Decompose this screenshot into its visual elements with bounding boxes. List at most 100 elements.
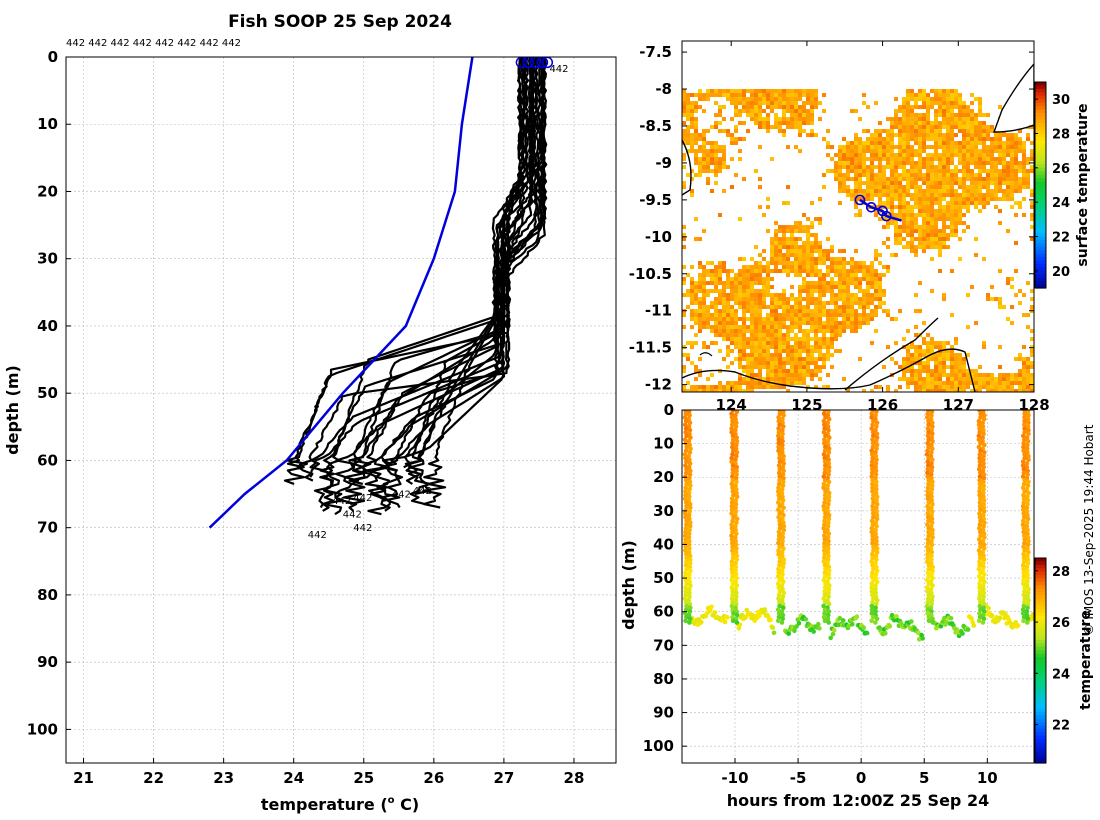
sst-pixel — [826, 237, 830, 242]
sst-pixel — [906, 109, 910, 114]
sst-pixel — [786, 249, 790, 254]
sst-pixel — [754, 273, 758, 278]
sst-pixel — [894, 189, 898, 194]
sst-pixel — [790, 101, 794, 106]
sst-pixel — [690, 137, 694, 142]
section-point — [684, 551, 689, 557]
sst-pixel — [758, 117, 762, 122]
sst-pixel — [918, 225, 922, 230]
sst-pixel — [910, 173, 914, 178]
sst-pixel — [998, 177, 1002, 182]
sst-pixel — [1014, 269, 1018, 274]
sst-pixel — [990, 381, 994, 386]
sst-pixel — [746, 293, 750, 298]
sst-pixel — [770, 345, 774, 350]
sst-pixel — [730, 385, 734, 390]
sst-pixel — [946, 105, 950, 110]
sst-pixel — [778, 321, 782, 326]
sst-pixel — [970, 173, 974, 178]
sst-pixel — [846, 273, 850, 278]
sst-pixel — [998, 169, 1002, 174]
sst-pixel — [834, 329, 838, 334]
sst-pixel — [726, 321, 730, 326]
section-point — [781, 413, 786, 418]
sst-pixel — [966, 185, 970, 190]
section-colorbar-segment — [1035, 711, 1046, 716]
sst-pixel — [1018, 189, 1022, 194]
sst-pixel — [766, 333, 770, 338]
sst-pixel — [1026, 173, 1030, 178]
sst-pixel — [906, 361, 910, 366]
sst-pixel — [930, 181, 934, 186]
sst-pixel — [942, 93, 946, 98]
sst-pixel — [934, 361, 938, 366]
sst-pixel — [798, 109, 802, 114]
sst-pixel — [710, 157, 714, 162]
sst-pixel — [702, 169, 706, 174]
section-x-tick-label: -10 — [721, 769, 748, 787]
sst-pixel — [962, 377, 966, 382]
sst-pixel — [722, 293, 726, 298]
sst-pixel — [846, 309, 850, 314]
sst-pixel — [858, 261, 862, 266]
sst-pixel — [874, 289, 878, 294]
sst-pixel — [850, 109, 854, 114]
section-point — [776, 514, 781, 520]
sst-pixel — [754, 93, 758, 98]
sst-pixel — [782, 253, 786, 258]
sst-pixel — [866, 141, 870, 146]
section-point — [981, 590, 987, 596]
sst-pixel — [846, 149, 850, 154]
sst-pixel — [726, 281, 730, 286]
sst-pixel — [710, 341, 714, 346]
section-point — [823, 415, 828, 420]
sst-pixel — [922, 377, 926, 382]
sst-pixel — [754, 281, 758, 286]
sst-pixel — [854, 145, 858, 150]
sst-pixel — [926, 157, 930, 162]
sst-pixel — [950, 233, 954, 238]
sst-pixel — [970, 157, 974, 162]
coastline — [699, 352, 713, 357]
sst-pixel — [822, 137, 826, 142]
sst-pixel — [974, 153, 978, 158]
map-colorbar-segment — [1035, 178, 1046, 183]
sst-pixel — [694, 121, 698, 126]
sst-pixel — [934, 177, 938, 182]
sst-pixel — [754, 105, 758, 110]
sst-pixel — [758, 273, 762, 278]
section-point — [977, 614, 983, 620]
sst-pixel — [882, 301, 886, 306]
sst-pixel — [958, 181, 962, 186]
sst-pixel — [1018, 169, 1022, 174]
sst-pixel — [694, 313, 698, 318]
section-point — [1022, 411, 1027, 417]
sst-pixel — [918, 145, 922, 150]
sst-pixel — [682, 133, 686, 138]
sst-pixel — [822, 185, 826, 190]
section-point — [1020, 463, 1026, 468]
sst-pixel — [846, 185, 850, 190]
sst-pixel — [814, 385, 818, 390]
sst-pixel — [698, 93, 702, 98]
section-point — [1025, 542, 1031, 548]
sst-pixel — [878, 141, 882, 146]
section-point — [870, 540, 875, 546]
sst-pixel — [910, 361, 914, 366]
sst-pixel — [774, 317, 778, 322]
sst-pixel — [950, 157, 954, 162]
sst-pixel — [778, 101, 782, 106]
sst-pixel — [978, 189, 982, 194]
section-point — [780, 483, 786, 488]
sst-pixel — [690, 189, 694, 194]
sst-pixel — [818, 325, 822, 330]
sst-pixel — [702, 273, 706, 278]
sst-pixel — [1026, 137, 1030, 142]
section-point — [683, 492, 688, 498]
sst-pixel — [922, 173, 926, 178]
sst-pixel — [774, 321, 778, 326]
sst-pixel — [942, 105, 946, 110]
sst-pixel — [766, 385, 770, 390]
sst-pixel — [978, 141, 982, 146]
section-point — [775, 607, 781, 612]
